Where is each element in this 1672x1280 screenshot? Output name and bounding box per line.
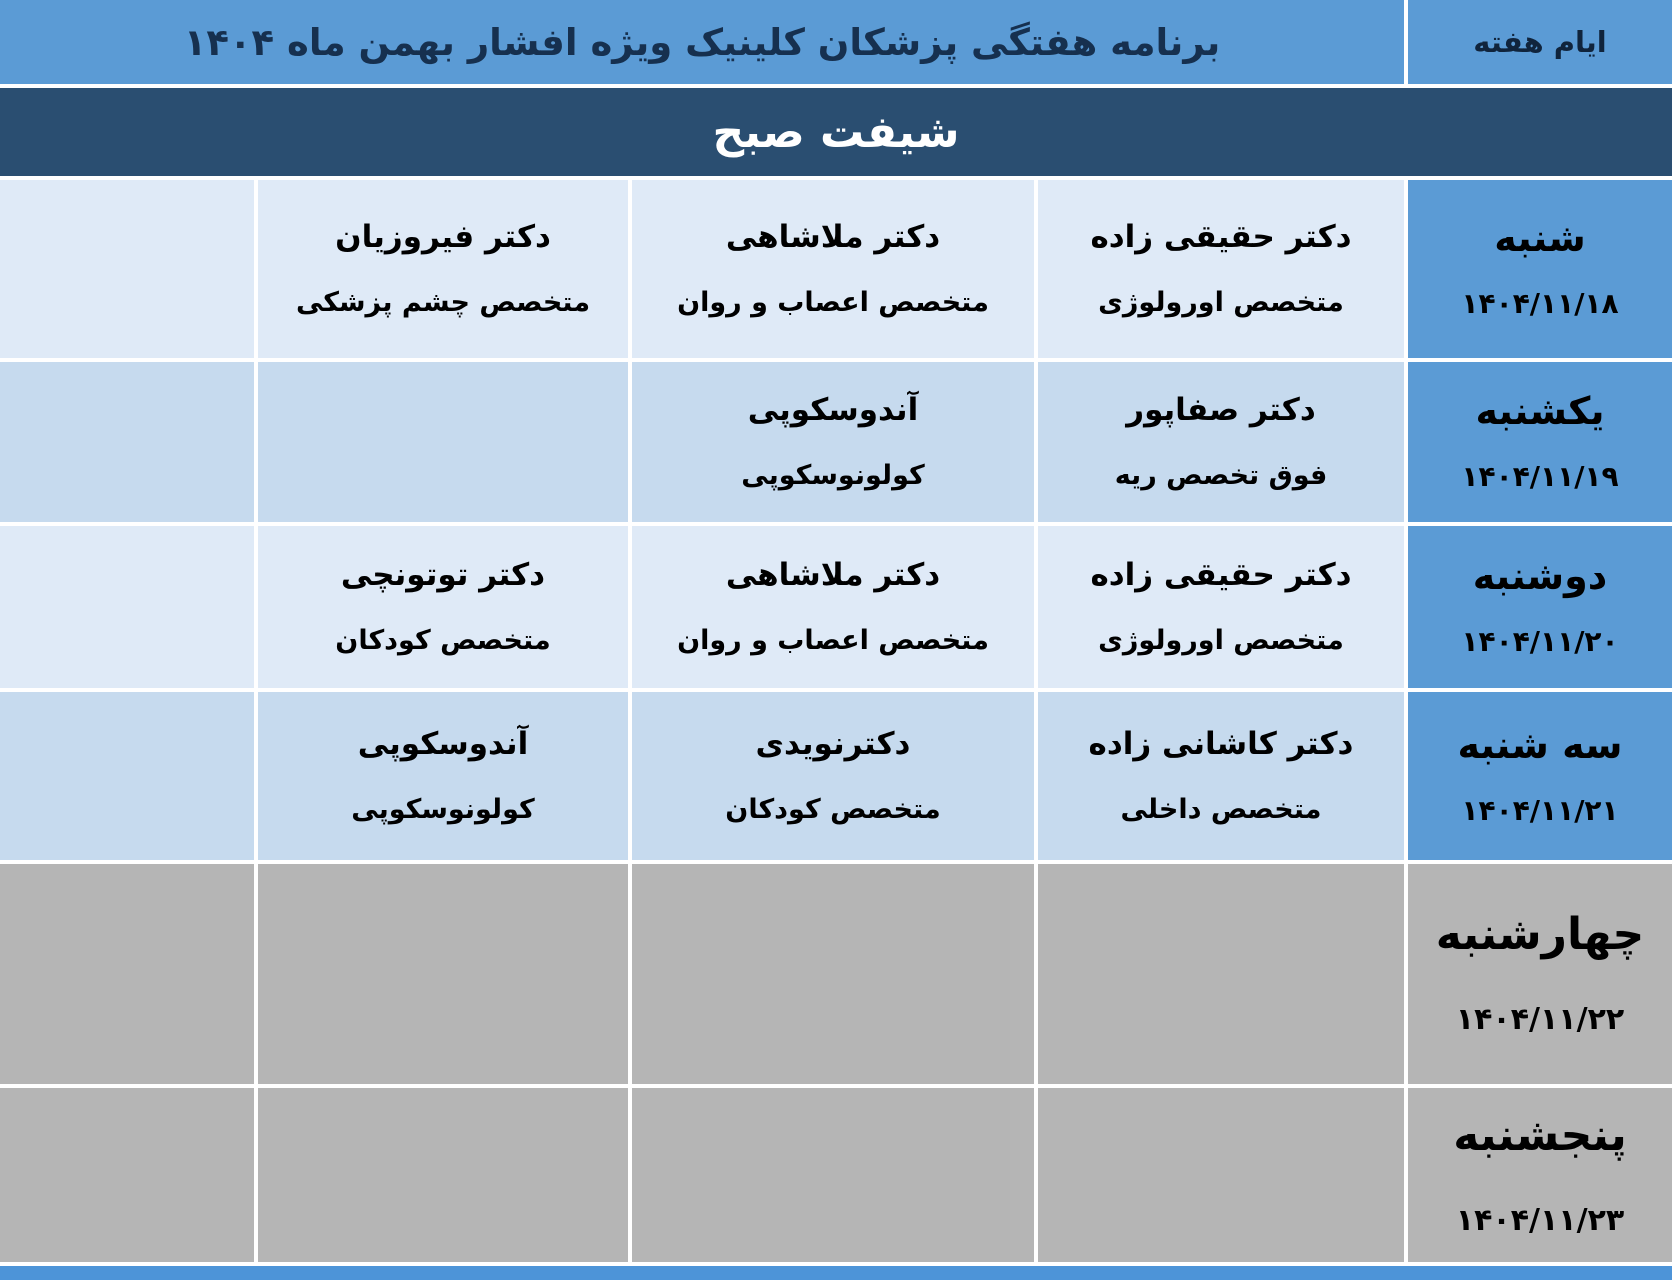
days-of-week-header: ایام هفته — [1408, 0, 1672, 84]
empty-cell — [632, 1088, 1034, 1262]
empty-cell — [258, 362, 628, 522]
doctor-name: آندوسکوپی — [357, 725, 529, 762]
day-name: چهارشنبه — [1435, 909, 1645, 961]
doctor-cell: دکتر کاشانی زاده متخصص داخلی — [1038, 692, 1404, 860]
doctor-cell: آندوسکوپی کولونوسکوپی — [258, 692, 628, 860]
doctor-name: دکتر فیروزیان — [335, 218, 551, 255]
page-title-text: برنامه هفتگی پزشکان کلینیک ویژه افشار به… — [183, 20, 1221, 64]
next-section-strip — [0, 1266, 1672, 1280]
doctor-name: دکتر صفاپور — [1126, 391, 1316, 428]
doctor-cell: دکتر حقیقی زاده متخصص اورولوژی — [1038, 180, 1404, 358]
day-date: ۱۴۰۴/۱۱/۱۸ — [1461, 287, 1619, 321]
empty-cell — [632, 864, 1034, 1084]
day-date: ۱۴۰۴/۱۱/۲۲ — [1455, 1001, 1625, 1037]
day-cell-saturday: شنبه ۱۴۰۴/۱۱/۱۸ — [1408, 180, 1672, 358]
doctor-cell: دکتر ملاشاهی متخصص اعصاب و روان — [632, 180, 1034, 358]
empty-cell — [0, 362, 254, 522]
doctor-specialty: متخصص کودکان — [725, 794, 941, 826]
doctor-specialty: متخصص اعصاب و روان — [677, 625, 989, 657]
empty-cell — [0, 1088, 254, 1262]
empty-cell — [1038, 864, 1404, 1084]
day-cell-tuesday: سه شنبه ۱۴۰۴/۱۱/۲۱ — [1408, 692, 1672, 860]
day-date: ۱۴۰۴/۱۱/۲۱ — [1461, 794, 1619, 828]
doctor-specialty: فوق تخصص ریه — [1114, 460, 1328, 492]
doctor-specialty: متخصص اورولوژی — [1098, 287, 1344, 319]
day-name: سه شنبه — [1457, 722, 1623, 767]
doctor-name: دکتر کاشانی زاده — [1088, 725, 1354, 762]
doctor-specialty: متخصص کودکان — [335, 625, 551, 657]
empty-cell — [258, 864, 628, 1084]
doctor-specialty: کولونوسکوپی — [351, 794, 535, 826]
doctor-cell: دکتر ملاشاهی متخصص اعصاب و روان — [632, 526, 1034, 688]
shift-banner: شیفت صبح — [0, 88, 1672, 176]
day-name: دوشنبه — [1472, 553, 1608, 598]
empty-cell — [0, 526, 254, 688]
day-date: ۱۴۰۴/۱۱/۲۳ — [1455, 1202, 1625, 1238]
shift-banner-label: شیفت صبح — [712, 106, 960, 158]
doctor-cell: دکترنویدی متخصص کودکان — [632, 692, 1034, 860]
day-cell-wednesday: چهارشنبه ۱۴۰۴/۱۱/۲۲ — [1408, 864, 1672, 1084]
day-date: ۱۴۰۴/۱۱/۱۹ — [1461, 460, 1619, 494]
day-date: ۱۴۰۴/۱۱/۲۰ — [1461, 625, 1619, 659]
empty-cell — [0, 180, 254, 358]
doctor-specialty: متخصص اورولوژی — [1098, 625, 1344, 657]
empty-cell — [258, 1088, 628, 1262]
doctor-specialty: کولونوسکوپی — [741, 460, 925, 492]
doctor-cell: دکتر توتونچی متخصص کودکان — [258, 526, 628, 688]
doctor-cell: دکتر حقیقی زاده متخصص اورولوژی — [1038, 526, 1404, 688]
doctor-cell: دکتر فیروزیان متخصص چشم پزشکی — [258, 180, 628, 358]
page-title: برنامه هفتگی پزشکان کلینیک ویژه افشار به… — [0, 0, 1404, 84]
doctor-cell: دکتر صفاپور فوق تخصص ریه — [1038, 362, 1404, 522]
day-cell-monday: دوشنبه ۱۴۰۴/۱۱/۲۰ — [1408, 526, 1672, 688]
day-cell-sunday: یکشنبه ۱۴۰۴/۱۱/۱۹ — [1408, 362, 1672, 522]
doctor-name: دکتر حقیقی زاده — [1090, 218, 1352, 255]
empty-cell — [1038, 1088, 1404, 1262]
empty-cell — [0, 692, 254, 860]
doctor-specialty: متخصص اعصاب و روان — [677, 287, 989, 319]
doctor-name: آندوسکوپی — [747, 391, 919, 428]
day-cell-thursday: پنجشنبه ۱۴۰۴/۱۱/۲۳ — [1408, 1088, 1672, 1262]
doctor-name: دکتر ملاشاهی — [725, 556, 941, 593]
days-of-week-header-label: ایام هفته — [1473, 25, 1607, 59]
doctor-specialty: متخصص چشم پزشکی — [295, 287, 591, 319]
doctor-cell: آندوسکوپی کولونوسکوپی — [632, 362, 1034, 522]
day-name: شنبه — [1494, 215, 1586, 260]
doctor-specialty: متخصص داخلی — [1120, 794, 1322, 826]
doctor-name: دکتر توتونچی — [340, 556, 546, 593]
doctor-name: دکترنویدی — [755, 725, 911, 762]
day-name: یکشنبه — [1475, 388, 1605, 433]
doctor-name: دکتر ملاشاهی — [725, 218, 941, 255]
doctor-name: دکتر حقیقی زاده — [1090, 556, 1352, 593]
empty-cell — [0, 864, 254, 1084]
day-name: پنجشنبه — [1453, 1110, 1627, 1162]
